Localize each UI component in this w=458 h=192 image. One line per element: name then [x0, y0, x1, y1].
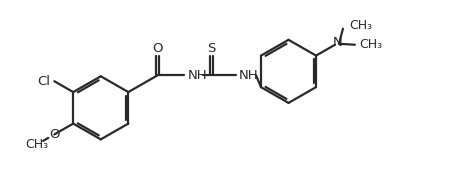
Text: NH: NH — [239, 69, 259, 82]
Text: NH: NH — [187, 69, 207, 82]
Text: N: N — [333, 36, 343, 49]
Text: O: O — [49, 128, 60, 141]
Text: CH₃: CH₃ — [359, 38, 382, 51]
Text: CH₃: CH₃ — [26, 138, 49, 151]
Text: Cl: Cl — [37, 75, 50, 88]
Text: CH₃: CH₃ — [349, 19, 372, 32]
Text: S: S — [207, 42, 215, 55]
Text: O: O — [153, 42, 163, 55]
